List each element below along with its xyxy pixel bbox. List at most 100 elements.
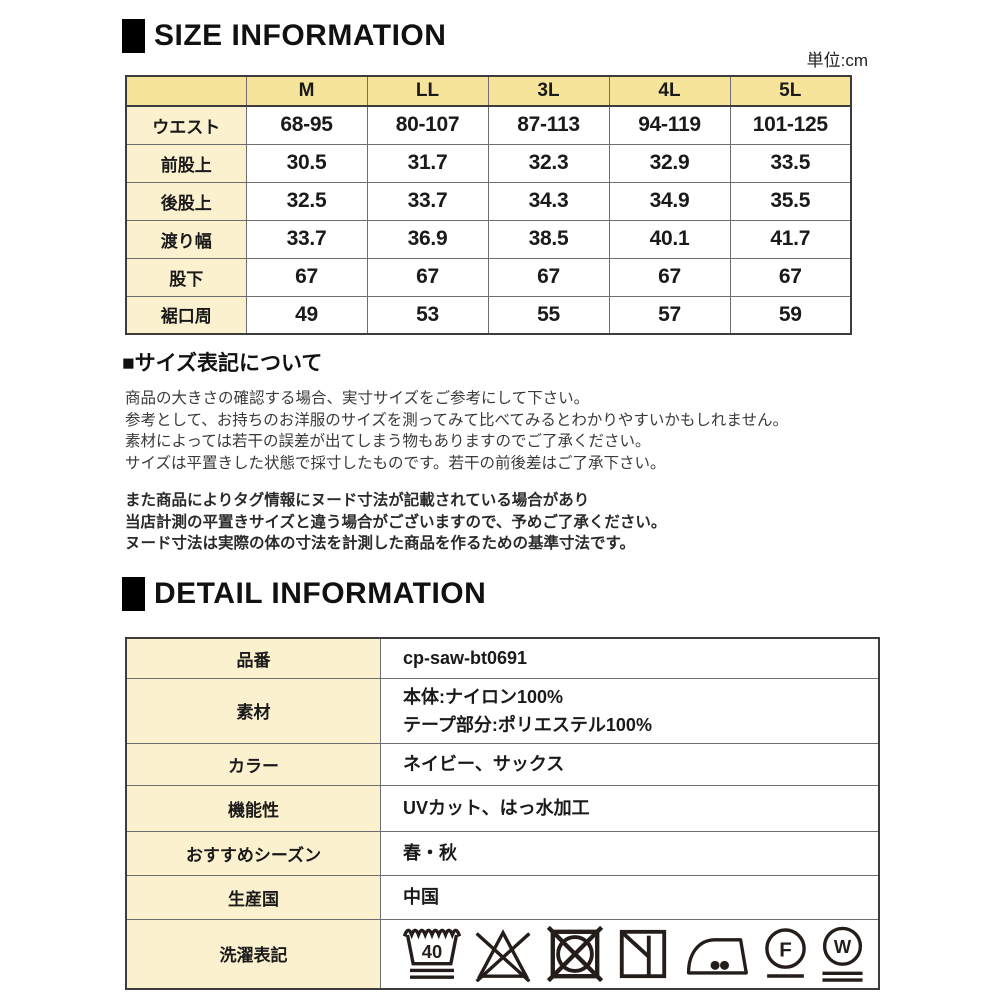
- size-cell: 32.3: [487, 143, 610, 183]
- laundry-care-symbols: 40: [403, 924, 868, 984]
- size-cell: 33.7: [245, 219, 368, 259]
- size-cell: 33.5: [729, 143, 852, 183]
- black-square-marker-icon: [122, 577, 145, 611]
- size-cell: 67: [608, 257, 731, 297]
- size-cell: 36.9: [366, 219, 489, 259]
- detail-row-label: カラー: [125, 742, 381, 786]
- size-section-title: SIZE INFORMATION: [122, 19, 446, 53]
- detail-row-function: 機能性 UVカット、はっ水加工: [125, 784, 880, 832]
- detail-value-line: テープ部分:ポリエステル100%: [403, 714, 652, 735]
- size-table-row-waist: ウエスト 68-95 80-107 87-113 94-119 101-125: [125, 105, 852, 145]
- size-cell: 59: [729, 295, 852, 335]
- iron-medium-icon: [681, 929, 751, 979]
- note-line: 当店計測の平置きサイズと違う場合がございますので、予めご了承ください。: [125, 513, 667, 531]
- detail-row-value: 春・秋: [380, 830, 880, 876]
- size-table: M LL 3L 4L 5L ウエスト 68-95 80-107 87-113 9…: [125, 75, 852, 335]
- detail-section-title-text: DETAIL INFORMATION: [154, 577, 487, 610]
- professional-dry-clean-f-icon: F: [762, 925, 809, 982]
- detail-row-value: ネイビー、サックス: [380, 742, 880, 786]
- detail-row-label: 機能性: [125, 784, 381, 832]
- detail-row-care-symbols: 洗濯表記 40: [125, 918, 880, 989]
- svg-text:W: W: [834, 936, 852, 957]
- size-table-row-front-rise: 前股上 30.5 31.7 32.3 32.9 33.5: [125, 143, 852, 183]
- do-not-bleach-icon: [472, 926, 534, 982]
- detail-row-label: 生産国: [125, 874, 381, 920]
- size-table-header-row: M LL 3L 4L 5L: [125, 75, 852, 107]
- svg-text:40: 40: [422, 940, 442, 961]
- size-table-row-back-rise: 後股上 32.5 33.7 34.3 34.9 35.5: [125, 181, 852, 221]
- size-table-row-hem: 裾口周 49 53 55 57 59: [125, 295, 852, 335]
- size-cell: 67: [729, 257, 852, 297]
- size-row-label: 裾口周: [125, 295, 247, 335]
- detail-row-value: 本体:ナイロン100% テープ部分:ポリエステル100%: [380, 677, 880, 744]
- professional-wet-clean-w-icon: W: [820, 925, 865, 983]
- note-line: また商品によりタグ情報にヌード寸法が記載されている場合があり: [125, 492, 590, 509]
- size-row-label: 後股上: [125, 181, 247, 221]
- svg-text:F: F: [779, 938, 792, 961]
- black-square-marker-icon: [122, 19, 145, 53]
- detail-value-line: UVカット、はっ水加工: [403, 798, 590, 818]
- detail-row-value: 40: [380, 918, 880, 989]
- detail-row-country: 生産国 中国: [125, 874, 880, 920]
- size-section-title-text: SIZE INFORMATION: [154, 19, 447, 52]
- detail-table: 品番 cp-saw-bt0691 素材 本体:ナイロン100% テープ部分:ポリ…: [125, 637, 880, 990]
- size-col-header-ll: LL: [366, 75, 489, 107]
- do-not-tumble-dry-icon: [545, 925, 605, 982]
- size-col-header-4l: 4L: [608, 75, 731, 107]
- size-cell: 49: [245, 295, 368, 335]
- detail-row-material: 素材 本体:ナイロン100% テープ部分:ポリエステル100%: [125, 677, 880, 744]
- machine-wash-40-icon: 40: [403, 924, 461, 984]
- detail-row-product-number: 品番 cp-saw-bt0691: [125, 637, 880, 679]
- detail-value-line: cp-saw-bt0691: [403, 648, 528, 669]
- line-dry-in-shade-icon: [616, 926, 670, 982]
- size-cell: 34.9: [608, 181, 731, 221]
- size-cell: 67: [487, 257, 610, 297]
- size-cell: 31.7: [366, 143, 489, 183]
- detail-row-season: おすすめシーズン 春・秋: [125, 830, 880, 876]
- size-cell: 94-119: [608, 105, 731, 145]
- size-cell: 68-95: [245, 105, 368, 145]
- size-cell: 67: [245, 257, 368, 297]
- size-cell: 80-107: [366, 105, 489, 145]
- detail-row-label: 品番: [125, 637, 381, 679]
- size-notes-title: ■サイズ表記について: [122, 352, 323, 375]
- size-row-label: 股下: [125, 257, 247, 297]
- size-notes-paragraph: 商品の大きさの確認する場合、実寸サイズをご参考にして下さい。 参考として、お持ち…: [125, 388, 788, 474]
- size-notes-bold-paragraph: また商品によりタグ情報にヌード寸法が記載されている場合があり 当店計測の平置きサ…: [125, 490, 666, 555]
- size-cell: 32.9: [608, 143, 731, 183]
- size-cell: 101-125: [729, 105, 852, 145]
- size-table-row-inseam: 股下 67 67 67 67 67: [125, 257, 852, 297]
- note-line: ヌード寸法は実際の体の寸法を計測した商品を作るための基準寸法です。: [125, 535, 635, 552]
- size-table-row-thigh-width: 渡り幅 33.7 36.9 38.5 40.1 41.7: [125, 219, 852, 259]
- size-cell: 55: [487, 295, 610, 335]
- size-cell: 67: [366, 257, 489, 297]
- size-table-corner-cell: [125, 75, 247, 107]
- size-cell: 38.5: [487, 219, 610, 259]
- size-cell: 35.5: [729, 181, 852, 221]
- detail-row-label: 洗濯表記: [125, 918, 381, 989]
- detail-value-line: ネイビー、サックス: [403, 754, 565, 774]
- size-row-label: 前股上: [125, 143, 247, 183]
- unit-label: 単位:cm: [806, 51, 868, 70]
- size-cell: 30.5: [245, 143, 368, 183]
- size-cell: 40.1: [608, 219, 731, 259]
- detail-row-value: 中国: [380, 874, 880, 920]
- detail-section-title: DETAIL INFORMATION: [122, 577, 486, 611]
- size-col-header-5l: 5L: [729, 75, 852, 107]
- detail-row-value: UVカット、はっ水加工: [380, 784, 880, 832]
- size-cell: 87-113: [487, 105, 610, 145]
- size-cell: 32.5: [245, 181, 368, 221]
- size-cell: 34.3: [487, 181, 610, 221]
- detail-row-value: cp-saw-bt0691: [380, 637, 880, 679]
- size-row-label: ウエスト: [125, 105, 247, 145]
- size-cell: 33.7: [366, 181, 489, 221]
- note-line: 参考として、お持ちのお洋服のサイズを測ってみて比べてみるとわかりやすいかもしれま…: [125, 411, 788, 429]
- note-line: サイズは平置きした状態で採寸したものです。若干の前後差はご了承下さい。: [125, 454, 666, 472]
- detail-row-label: おすすめシーズン: [125, 830, 381, 876]
- size-row-label: 渡り幅: [125, 219, 247, 259]
- detail-value-line: 春・秋: [403, 843, 457, 863]
- size-cell: 41.7: [729, 219, 852, 259]
- size-col-header-m: M: [245, 75, 368, 107]
- detail-value-line: 本体:ナイロン100%: [403, 686, 564, 707]
